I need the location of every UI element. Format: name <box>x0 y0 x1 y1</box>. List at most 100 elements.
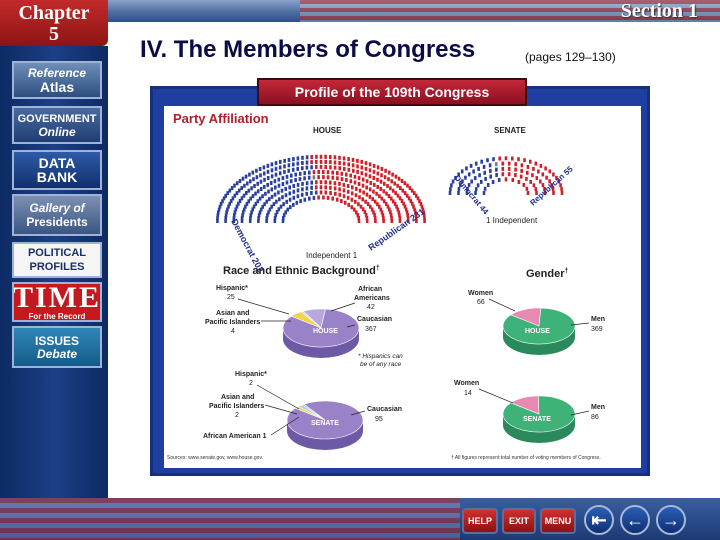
seat-mark <box>252 204 256 209</box>
seat-mark <box>390 196 393 201</box>
seat-mark <box>360 171 364 176</box>
seat-mark <box>362 190 365 195</box>
help-button[interactable]: HELP <box>462 508 498 534</box>
seat-mark <box>263 184 266 189</box>
seat-mark <box>398 219 402 223</box>
sidebar-label: GOVERNMENT <box>17 112 97 125</box>
seat-mark <box>274 185 277 190</box>
seat-mark <box>489 168 492 173</box>
sidebar-label: ISSUES <box>34 333 79 348</box>
seat-mark <box>294 178 297 182</box>
seat-mark <box>296 188 300 193</box>
house-hispanic-value: 25 <box>227 294 235 301</box>
seat-mark <box>476 183 480 188</box>
seat-mark <box>495 162 498 167</box>
seat-mark <box>403 181 407 186</box>
seat-mark <box>548 169 552 174</box>
seat-mark <box>288 191 292 196</box>
sidebar-label: Online <box>38 124 76 139</box>
seat-mark <box>347 202 350 207</box>
next-arrow-icon[interactable]: → <box>656 505 686 535</box>
seat-mark <box>315 165 318 169</box>
seat-mark <box>501 172 505 177</box>
leader-line <box>478 388 514 404</box>
seat-mark <box>559 183 562 188</box>
seat-mark <box>355 210 358 215</box>
seat-mark <box>551 187 555 191</box>
seat-mark <box>376 184 379 189</box>
leader-line <box>570 410 590 416</box>
seat-mark <box>405 210 409 215</box>
house-label: HOUSE <box>313 126 342 135</box>
seat-mark <box>483 186 487 191</box>
seat-mark <box>259 207 263 212</box>
seat-mark <box>250 186 253 191</box>
seat-mark <box>387 177 390 182</box>
back-arrow-icon[interactable]: ← <box>620 505 650 535</box>
exit-button[interactable]: EXIT <box>502 508 536 534</box>
seat-mark <box>384 168 387 173</box>
seat-mark <box>251 194 255 199</box>
seat-mark <box>281 182 285 186</box>
seat-mark <box>466 187 469 191</box>
chapter-tab[interactable]: Chapter 5 <box>0 0 108 46</box>
seat-mark <box>324 154 327 159</box>
seat-mark <box>216 216 219 221</box>
seat-mark <box>279 159 282 164</box>
seat-mark <box>261 204 264 209</box>
seat-mark <box>338 187 341 192</box>
seat-mark <box>240 216 244 221</box>
seat-mark <box>385 191 388 196</box>
seat-mark <box>329 165 332 170</box>
senate-independent-label: 1 Independent <box>486 216 538 225</box>
menu-button[interactable]: MENU <box>540 508 576 534</box>
seat-mark <box>267 189 270 194</box>
seat-mark <box>373 213 376 218</box>
seat-mark <box>451 179 455 184</box>
house-caucasian-value: 367 <box>365 326 377 333</box>
seat-mark <box>310 165 313 170</box>
seat-mark <box>410 188 414 193</box>
seat-mark <box>398 196 402 201</box>
senate-republican-label: Republican 55 <box>528 164 575 207</box>
seat-mark <box>319 190 323 195</box>
seat-mark <box>278 197 281 202</box>
seat-mark <box>550 183 553 188</box>
time-for-the-record-button[interactable]: TIME For the Record <box>12 282 102 322</box>
seat-mark <box>394 174 398 179</box>
seat-mark <box>390 219 394 223</box>
seat-mark <box>258 167 262 171</box>
government-online-button[interactable]: GOVERNMENT Online <box>12 106 102 144</box>
house-race-pie: HOUSE <box>282 308 360 358</box>
seat-mark <box>288 185 291 190</box>
seat-mark <box>331 175 335 180</box>
seat-mark <box>244 174 248 179</box>
political-profiles-button[interactable]: POLITICAL PROFILES <box>12 242 102 278</box>
seat-mark <box>400 199 404 203</box>
seat-mark <box>357 182 361 186</box>
seat-mark <box>256 199 260 204</box>
leader-line <box>270 416 300 436</box>
seat-mark <box>514 167 517 172</box>
seat-mark <box>324 165 327 169</box>
seat-mark <box>247 199 250 204</box>
seat-mark <box>243 183 246 188</box>
seat-mark <box>387 170 391 175</box>
first-slide-icon[interactable]: ⇤ <box>584 505 614 535</box>
seat-mark <box>296 156 300 161</box>
seat-mark <box>555 175 558 180</box>
sources-note: Sources: www.senate.gov, www.house.gov. <box>167 455 263 461</box>
senate-label: SENATE <box>494 126 527 135</box>
data-bank-button[interactable]: DATA BANK <box>12 150 102 190</box>
seat-mark <box>543 187 546 191</box>
seat-mark <box>356 158 359 163</box>
seat-mark <box>294 172 297 177</box>
seat-mark <box>258 210 262 215</box>
issues-debate-button[interactable]: ISSUES Debate <box>12 326 102 368</box>
seat-mark <box>403 204 407 209</box>
gallery-of-presidents-button[interactable]: Gallery of Presidents <box>12 194 102 236</box>
reference-atlas-button[interactable]: Reference Atlas <box>12 61 102 99</box>
pie-label: SENATE <box>523 416 551 423</box>
seat-mark <box>422 213 426 218</box>
chapter-word: Chapter <box>18 2 90 24</box>
